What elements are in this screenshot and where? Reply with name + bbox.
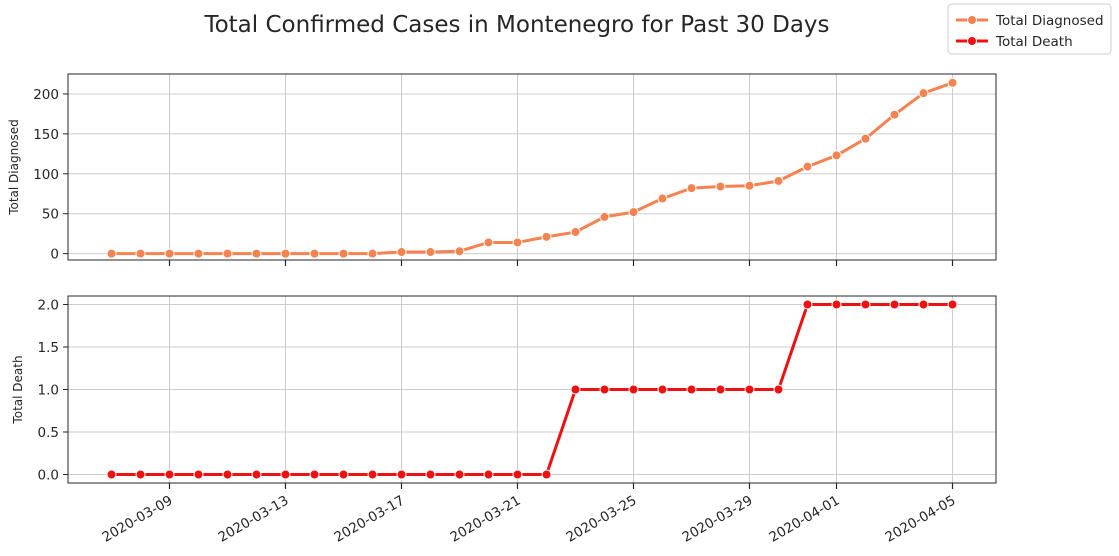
data-point [889,109,900,120]
data-point [918,88,929,99]
data-point [251,469,262,480]
data-point [947,299,958,310]
data-point [338,469,349,480]
data-point [193,469,204,480]
data-point [889,299,900,310]
data-point [860,299,871,310]
data-point [802,161,813,172]
data-point [860,133,871,144]
data-point [657,384,668,395]
data-point [512,237,523,248]
data-point [802,299,813,310]
x-tick-label: 2020-04-05 [883,493,959,546]
y-tick-label: 0 [50,247,59,263]
data-point [106,469,117,480]
data-point [251,248,262,259]
plot-frame [67,73,997,261]
data-point [512,469,523,480]
data-point [309,248,320,259]
diagnosed-panel: 0 50 100 150 200 Total Diagnosed [7,73,997,266]
data-point [570,384,581,395]
data-point [338,248,349,259]
data-point [106,248,117,259]
data-point [222,469,233,480]
x-tick-label: 2020-03-09 [100,493,176,546]
y-tick-label: 1.5 [38,340,59,356]
data-point [657,193,668,204]
data-point [280,248,291,259]
data-point [831,299,842,310]
data-point [947,77,958,88]
chart-title: Total Confirmed Cases in Montenegro for … [203,12,829,38]
legend: Total Diagnosed Total Death [947,3,1112,55]
legend-label-death: Total Death [995,34,1073,50]
data-point [715,384,726,395]
y-tick-label: 0.5 [38,425,59,441]
data-point [570,227,581,238]
data-point [367,248,378,259]
data-point [454,246,465,257]
data-point [367,469,378,480]
data-point [628,207,639,218]
data-point [599,211,610,222]
legend-marker-diagnosed [967,15,977,25]
y-tick-label: 100 [33,167,59,183]
data-point [309,469,320,480]
legend-marker-death [967,36,977,46]
data-point [396,247,407,258]
data-point [135,469,146,480]
data-point [483,237,494,248]
data-point [541,469,552,480]
y-tick-label: 2.0 [38,298,59,314]
plot-frame [67,295,997,484]
x-tick-label: 2020-03-21 [448,493,524,546]
data-point [628,384,639,395]
gridlines [68,296,996,483]
data-point [831,150,842,161]
legend-box [947,3,1112,55]
y-tick-label: 200 [33,87,59,103]
data-point [541,231,552,242]
x-tick-label: 2020-04-01 [767,493,843,546]
y-tick-label: 50 [42,207,59,223]
x-tick-label: 2020-03-13 [216,493,292,546]
data-point [744,180,755,191]
data-point [280,469,291,480]
data-point [686,183,697,194]
data-point [222,248,233,259]
y-tick-label: 0.0 [38,468,59,484]
y-axis-label: Total Diagnosed [7,119,21,216]
data-point [686,384,697,395]
death-panel: 0.0 0.5 1.0 1.5 2.0 Total Death [11,295,997,489]
data-point [425,247,436,258]
x-tick-label: 2020-03-29 [680,493,756,546]
data-point [773,175,784,186]
data-point [135,248,146,259]
data-point [164,248,175,259]
data-point [918,299,929,310]
y-tick-label: 1.0 [38,383,59,399]
data-point [164,469,175,480]
data-point [454,469,465,480]
data-point [599,384,610,395]
legend-label-diagnosed: Total Diagnosed [995,13,1104,29]
data-point [193,248,204,259]
series-line [111,81,954,256]
data-point [773,384,784,395]
data-point [715,181,726,192]
data-point [425,469,436,480]
x-tick-label: 2020-03-17 [332,493,408,546]
x-axis: 2020-03-09 2020-03-13 2020-03-17 2020-03-21… [100,493,959,546]
y-axis-label: Total Death [11,355,25,424]
data-point [483,469,494,480]
y-tick-label: 150 [33,127,59,143]
data-point [744,384,755,395]
x-tick-label: 2020-03-25 [564,493,640,546]
data-point [396,469,407,480]
gridlines [68,74,996,260]
